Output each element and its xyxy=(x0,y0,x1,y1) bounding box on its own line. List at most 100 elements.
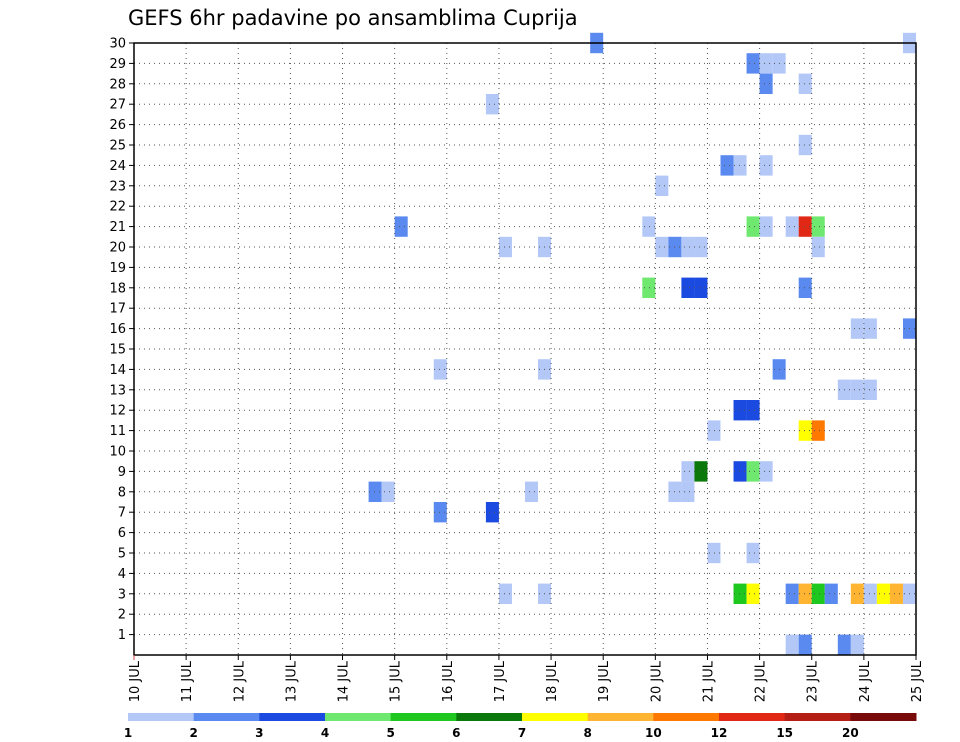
y-tick-label: 26 xyxy=(109,118,126,133)
colorbar-label: 5 xyxy=(386,726,394,740)
y-tick-label: 13 xyxy=(109,383,126,398)
y-tick-label: 18 xyxy=(109,281,126,296)
y-tick-label: 7 xyxy=(118,506,126,521)
y-tick-label: 19 xyxy=(109,261,126,276)
colorbar-swatch xyxy=(259,713,326,721)
heatmap-cell xyxy=(681,461,695,482)
heatmap-cell xyxy=(525,481,539,502)
y-tick-label: 25 xyxy=(109,139,126,154)
y-tick-label: 11 xyxy=(109,424,126,439)
y-tick-label: 29 xyxy=(109,57,126,72)
heatmap-cell xyxy=(798,634,812,655)
colorbar-label: 15 xyxy=(776,726,793,740)
heatmap-cell xyxy=(850,583,864,604)
y-tick-label: 17 xyxy=(109,302,126,317)
heatmap-cell xyxy=(655,236,669,258)
heatmap-cell xyxy=(798,73,812,94)
heatmap-cell xyxy=(733,461,747,482)
y-tick-label: 9 xyxy=(118,465,126,480)
colorbar-swatch xyxy=(522,713,589,721)
chart-title: GEFS 6hr padavine po ansamblima Cuprija xyxy=(128,6,578,30)
y-tick-label: 14 xyxy=(109,363,126,378)
colorbar-label: 6 xyxy=(452,726,460,740)
heatmap-cells xyxy=(368,32,916,655)
heatmap-cell xyxy=(837,634,851,655)
heatmap-cell xyxy=(863,318,877,339)
heatmap-cell xyxy=(889,583,903,604)
x-tick-label: 12 JUL xyxy=(232,660,247,702)
heatmap-cell xyxy=(681,236,695,258)
y-tick-label: 23 xyxy=(109,179,126,194)
colorbar-swatch xyxy=(719,713,786,721)
heatmap-cell xyxy=(733,400,747,421)
x-tick-label: 19 JUL xyxy=(597,660,612,702)
heatmap-cell xyxy=(798,583,812,604)
y-tick-label: 5 xyxy=(118,547,126,562)
x-tick-label: 23 JUL xyxy=(806,660,821,702)
y-tick-label: 4 xyxy=(118,567,126,582)
heatmap-cell xyxy=(850,379,864,400)
x-tick-label: 11 JUL xyxy=(180,660,195,702)
colorbar-label: 12 xyxy=(711,726,728,740)
colorbar-label: 20 xyxy=(842,726,859,740)
heatmap-cell xyxy=(759,216,773,237)
heatmap-cell xyxy=(850,634,864,655)
heatmap-cell xyxy=(785,634,799,655)
heatmap-cell xyxy=(811,583,825,604)
heatmap-cell xyxy=(694,277,708,298)
heatmap-cell xyxy=(850,318,864,339)
heatmap-cell xyxy=(681,277,695,298)
heatmap-cell xyxy=(394,216,408,237)
colorbar-swatch xyxy=(850,713,917,721)
x-tick-label: 20 JUL xyxy=(649,660,664,702)
heatmap-cell xyxy=(368,481,382,502)
colorbar-label: 7 xyxy=(518,726,526,740)
heatmap-cell xyxy=(681,481,695,502)
heatmap-cell xyxy=(785,216,799,237)
heatmap-cell xyxy=(433,359,447,380)
colorbar-label: 4 xyxy=(321,726,329,740)
y-tick-label: 16 xyxy=(109,322,126,337)
colorbar-label: 1 xyxy=(124,726,132,740)
heatmap-cell xyxy=(798,420,812,441)
heatmap-cell xyxy=(746,583,760,604)
heatmap-cell xyxy=(746,53,760,74)
colorbar-legend: 1 2 3 4 5 6 7 8 10 12 15 20 xyxy=(124,713,917,740)
y-tick-label: 12 xyxy=(109,404,126,419)
y-tick-label: 22 xyxy=(109,200,126,215)
y-tick-label: 24 xyxy=(109,159,126,174)
heatmap-cell xyxy=(733,155,747,176)
heatmap-cell xyxy=(707,420,721,441)
y-tick-label: 1 xyxy=(118,628,126,643)
colorbar-swatch xyxy=(193,713,260,721)
colorbar-label: 2 xyxy=(189,726,197,740)
heatmap-cell xyxy=(876,583,890,604)
y-tick-label: 27 xyxy=(109,98,126,113)
colorbar-swatch xyxy=(587,713,654,721)
y-axis: 1234567891011121314151617181920212223242… xyxy=(109,37,134,643)
heatmap-cell xyxy=(642,216,656,237)
x-tick-label: 24 JUL xyxy=(858,660,873,702)
y-tick-label: 8 xyxy=(118,485,126,500)
heatmap-cell xyxy=(642,277,656,298)
x-tick-label: 16 JUL xyxy=(441,660,456,702)
heatmap-cell xyxy=(759,73,773,94)
heatmap-cell xyxy=(759,461,773,482)
colorbar-swatch xyxy=(784,713,851,721)
colorbar-swatch xyxy=(128,713,195,721)
heatmap-cell xyxy=(798,134,812,156)
y-tick-label: 10 xyxy=(109,445,126,460)
heatmap-cell xyxy=(746,461,760,482)
y-tick-label: 3 xyxy=(118,587,126,602)
heatmap-cell xyxy=(798,216,812,237)
colorbar-label: 3 xyxy=(255,726,263,740)
colorbar-swatch xyxy=(325,713,392,721)
heatmap-cell xyxy=(785,583,799,604)
heatmap-cell xyxy=(746,542,760,564)
heatmap-cell xyxy=(863,379,877,400)
heatmap-cell xyxy=(655,175,669,196)
heatmap-cell xyxy=(824,583,838,604)
colorbar-swatch xyxy=(390,713,457,721)
heatmap-cell xyxy=(694,461,708,482)
x-tick-label: 22 JUL xyxy=(754,660,769,702)
